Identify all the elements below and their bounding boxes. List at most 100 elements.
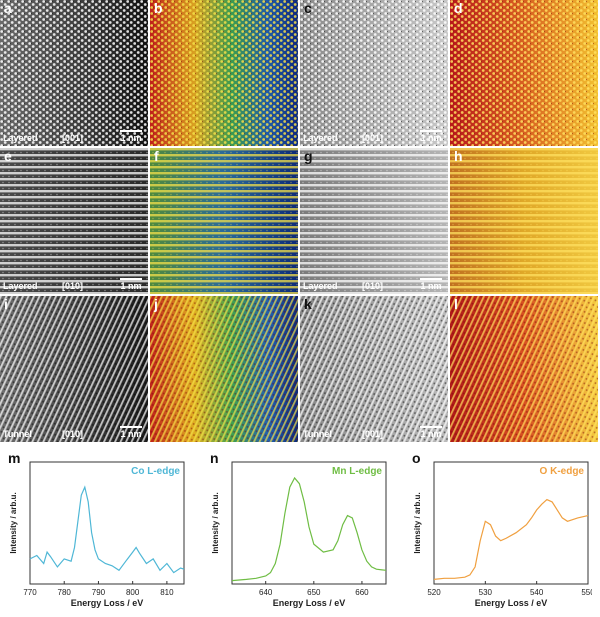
panel-c: c Layered [001] 1 nm bbox=[300, 0, 448, 146]
structure-caption: Layered bbox=[303, 133, 338, 143]
panel-letter: j bbox=[154, 296, 158, 312]
panel-letter: g bbox=[304, 148, 313, 164]
panel-i: i Tunnel [010] 1 nm bbox=[0, 296, 148, 442]
panel-letter: f bbox=[154, 148, 159, 164]
spectrum-title: Co L-edge bbox=[131, 466, 180, 477]
spectrum-line bbox=[29, 485, 185, 574]
x-tick-label: 780 bbox=[58, 588, 72, 597]
panel-b: b bbox=[150, 0, 298, 146]
panel-f-image bbox=[150, 148, 298, 294]
panel-letter: b bbox=[154, 0, 163, 16]
plot-frame bbox=[433, 461, 589, 585]
panel-b-image bbox=[150, 0, 298, 146]
structure-caption: Layered bbox=[3, 281, 38, 291]
scale-bar: 1 nm bbox=[420, 278, 442, 291]
x-tick-label: 640 bbox=[259, 588, 273, 597]
spectrum-label: o bbox=[412, 450, 421, 466]
spectrum-o: 520 530 540 550 Energy Loss / eV Intensity / … bbox=[408, 450, 595, 612]
panel-g-image bbox=[300, 148, 448, 294]
x-tick-label: 540 bbox=[530, 588, 544, 597]
zone-axis-label: [001] bbox=[362, 429, 384, 439]
scale-bar: 1 nm bbox=[120, 426, 142, 439]
scale-bar-text: 1 nm bbox=[120, 133, 142, 143]
zone-axis-label: [001] bbox=[62, 133, 84, 143]
x-tick-label: 790 bbox=[92, 588, 106, 597]
plot-frame bbox=[231, 461, 387, 585]
x-axis-label: Energy Loss / eV bbox=[273, 598, 346, 608]
x-axis-label: Energy Loss / eV bbox=[71, 598, 144, 608]
structure-caption: Layered bbox=[303, 281, 338, 291]
y-axis-label: Intensity / arb.u. bbox=[211, 492, 220, 553]
scale-bar: 1 nm bbox=[420, 130, 442, 143]
y-axis-label: Intensity / arb.u. bbox=[413, 492, 422, 553]
panel-j-image bbox=[150, 296, 298, 442]
structure-caption: Tunnel bbox=[3, 429, 32, 439]
panel-letter: i bbox=[4, 296, 8, 312]
x-tick-label: 550 bbox=[581, 588, 592, 597]
panel-letter: e bbox=[4, 148, 12, 164]
panel-l: l bbox=[450, 296, 598, 442]
panel-i-image bbox=[0, 296, 148, 442]
zone-axis-label: [010] bbox=[62, 281, 84, 291]
spectrum-plot: 520 530 540 550 Energy Loss / eV Intensity / … bbox=[413, 461, 595, 608]
scale-bar-text: 1 nm bbox=[120, 429, 142, 439]
structure-caption: Layered bbox=[3, 133, 38, 143]
panel-j: j bbox=[150, 296, 298, 442]
scale-bar-line bbox=[120, 130, 142, 132]
panel-a: a Layered [001] 1 nm bbox=[0, 0, 148, 146]
panel-h-image bbox=[450, 148, 598, 294]
spectrum-plot: 770 780 790 800 810 Energy Loss / eV Intensity… bbox=[9, 461, 185, 608]
panel-k-image bbox=[300, 296, 448, 442]
panel-d: d bbox=[450, 0, 598, 146]
scale-bar: 1 nm bbox=[120, 130, 142, 143]
x-tick-label: 810 bbox=[160, 588, 174, 597]
plot-frame bbox=[29, 461, 185, 585]
scale-bar: 1 nm bbox=[120, 278, 142, 291]
panel-f: f bbox=[150, 148, 298, 294]
panel-k: k Tunnel [001] 1 nm bbox=[300, 296, 448, 442]
scale-bar-text: 1 nm bbox=[420, 429, 442, 439]
scale-bar-line bbox=[420, 278, 442, 280]
x-axis-label: Energy Loss / eV bbox=[475, 598, 548, 608]
panel-letter: d bbox=[454, 0, 463, 16]
panel-g: g Layered [010] 1 nm bbox=[300, 148, 448, 294]
panel-e-image bbox=[0, 148, 148, 294]
panel-c-image bbox=[300, 0, 448, 146]
spectrum-line bbox=[433, 498, 589, 580]
scale-bar-line bbox=[120, 426, 142, 428]
spectrum-m: 770 780 790 800 810 Energy Loss / eV Intensity… bbox=[4, 450, 188, 612]
panel-a-image bbox=[0, 0, 148, 146]
spectrum-label: n bbox=[210, 450, 219, 466]
spectrum-title: O K-edge bbox=[540, 466, 585, 477]
x-tick-label: 800 bbox=[126, 588, 140, 597]
spectrum-line bbox=[231, 476, 387, 582]
spectrum-label: m bbox=[8, 450, 21, 466]
scale-bar: 1 nm bbox=[420, 426, 442, 439]
panel-letter: k bbox=[304, 296, 312, 312]
zone-axis-label: [001] bbox=[362, 133, 384, 143]
scale-bar-text: 1 nm bbox=[120, 281, 142, 291]
spectrum-title: Mn L-edge bbox=[332, 466, 382, 477]
panel-letter: h bbox=[454, 148, 463, 164]
x-tick-label: 530 bbox=[479, 588, 493, 597]
x-tick-label: 770 bbox=[23, 588, 37, 597]
panel-d-image bbox=[450, 0, 598, 146]
x-tick-label: 520 bbox=[427, 588, 441, 597]
spectrum-plot: 640 650 660 Energy Loss / eV Intensity / arb… bbox=[211, 461, 387, 608]
zone-axis-label: [010] bbox=[362, 281, 384, 291]
scale-bar-line bbox=[420, 426, 442, 428]
scale-bar-text: 1 nm bbox=[420, 281, 442, 291]
spectrum-n: 640 650 660 Energy Loss / eV Intensity / arb… bbox=[206, 450, 390, 612]
panel-l-image bbox=[450, 296, 598, 442]
panel-letter: a bbox=[4, 0, 12, 16]
zone-axis-label: [010] bbox=[62, 429, 84, 439]
scale-bar-text: 1 nm bbox=[420, 133, 442, 143]
x-tick-label: 660 bbox=[355, 588, 369, 597]
panel-e: e Layered [010] 1 nm bbox=[0, 148, 148, 294]
scale-bar-line bbox=[120, 278, 142, 280]
scale-bar-line bbox=[420, 130, 442, 132]
structure-caption: Tunnel bbox=[303, 429, 332, 439]
panel-letter: c bbox=[304, 0, 312, 16]
panel-h: h bbox=[450, 148, 598, 294]
y-axis-label: Intensity / arb.u. bbox=[9, 492, 18, 553]
